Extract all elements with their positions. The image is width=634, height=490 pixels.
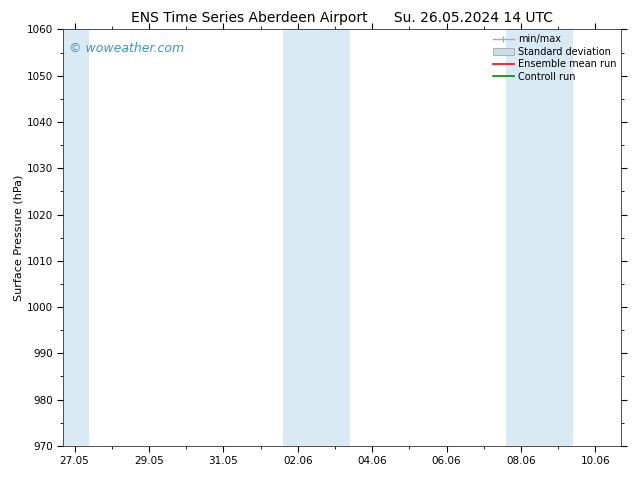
Bar [506, 29, 573, 446]
Bar [63, 29, 89, 446]
Text: © woweather.com: © woweather.com [69, 42, 184, 55]
Legend: min/max, Standard deviation, Ensemble mean run, Controll run: min/max, Standard deviation, Ensemble me… [491, 32, 618, 83]
Title: ENS Time Series Aberdeen Airport      Su. 26.05.2024 14 UTC: ENS Time Series Aberdeen Airport Su. 26.… [131, 11, 553, 25]
Bar [283, 29, 350, 446]
Y-axis label: Surface Pressure (hPa): Surface Pressure (hPa) [14, 174, 24, 301]
